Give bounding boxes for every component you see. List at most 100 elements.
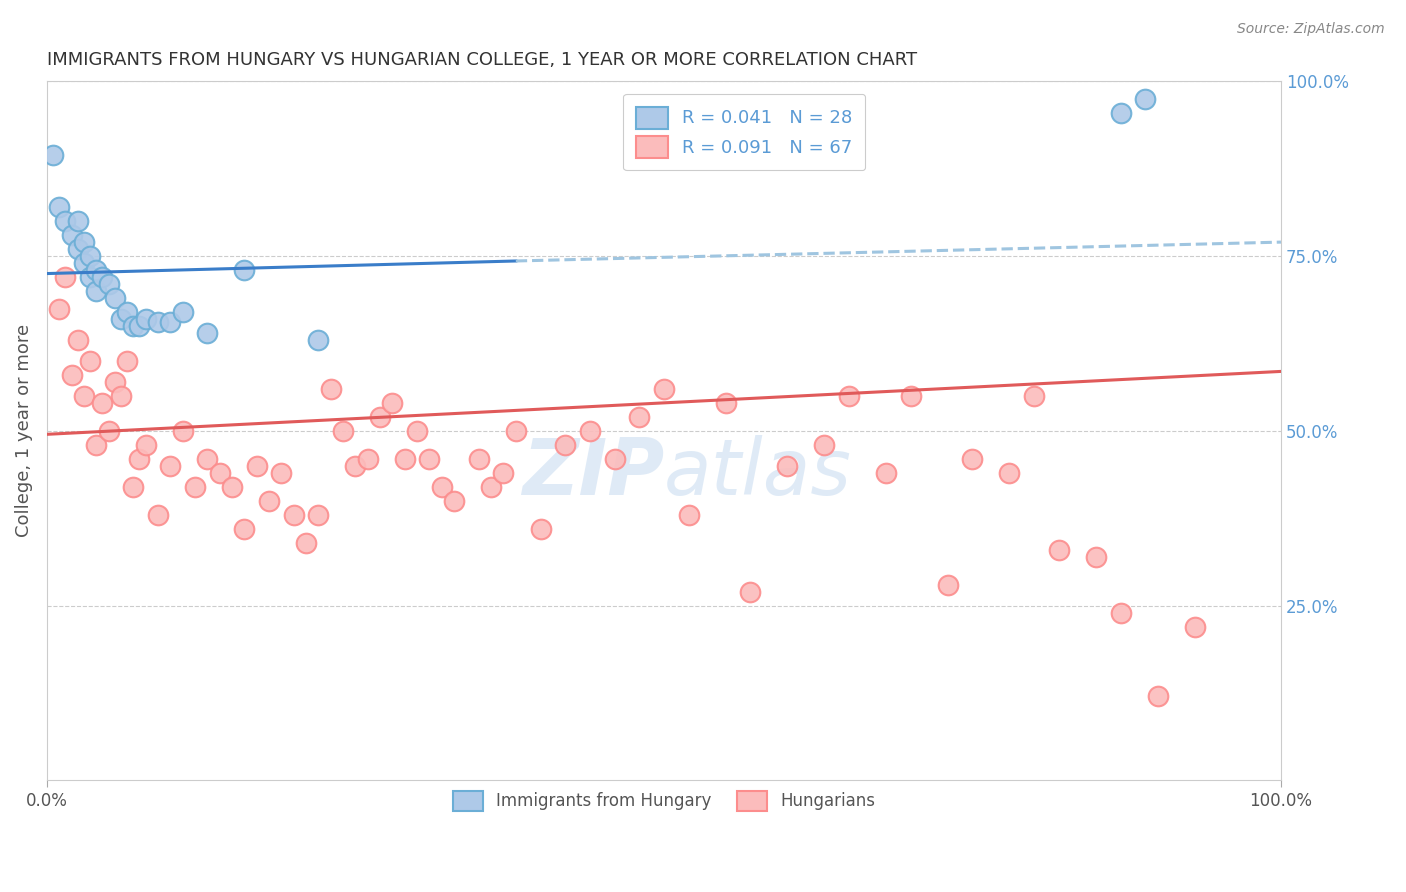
Point bbox=[270, 466, 292, 480]
Point bbox=[97, 424, 120, 438]
Point bbox=[79, 249, 101, 263]
Point bbox=[406, 424, 429, 438]
Point bbox=[66, 214, 89, 228]
Point bbox=[110, 389, 132, 403]
Point bbox=[776, 458, 799, 473]
Point bbox=[221, 480, 243, 494]
Point bbox=[900, 389, 922, 403]
Point bbox=[813, 438, 835, 452]
Point bbox=[233, 263, 256, 277]
Point bbox=[55, 270, 77, 285]
Point bbox=[1135, 92, 1157, 106]
Point bbox=[838, 389, 860, 403]
Point bbox=[122, 480, 145, 494]
Point bbox=[195, 326, 218, 340]
Point bbox=[368, 409, 391, 424]
Point bbox=[172, 424, 194, 438]
Point bbox=[652, 382, 675, 396]
Point bbox=[505, 424, 527, 438]
Point bbox=[246, 458, 269, 473]
Text: IMMIGRANTS FROM HUNGARY VS HUNGARIAN COLLEGE, 1 YEAR OR MORE CORRELATION CHART: IMMIGRANTS FROM HUNGARY VS HUNGARIAN COL… bbox=[46, 51, 917, 69]
Point bbox=[740, 584, 762, 599]
Point bbox=[344, 458, 367, 473]
Point bbox=[60, 368, 83, 382]
Text: atlas: atlas bbox=[664, 434, 852, 511]
Point bbox=[1184, 619, 1206, 633]
Point bbox=[678, 508, 700, 522]
Text: Source: ZipAtlas.com: Source: ZipAtlas.com bbox=[1237, 22, 1385, 37]
Point bbox=[962, 451, 984, 466]
Point bbox=[603, 451, 626, 466]
Point bbox=[208, 466, 231, 480]
Point bbox=[128, 451, 150, 466]
Point bbox=[73, 389, 96, 403]
Point bbox=[79, 270, 101, 285]
Point bbox=[159, 458, 181, 473]
Point bbox=[307, 333, 329, 347]
Point bbox=[146, 316, 169, 330]
Point bbox=[1109, 105, 1132, 120]
Point bbox=[184, 480, 207, 494]
Point bbox=[146, 508, 169, 522]
Point bbox=[128, 318, 150, 333]
Point bbox=[394, 451, 416, 466]
Point bbox=[418, 451, 440, 466]
Y-axis label: College, 1 year or more: College, 1 year or more bbox=[15, 325, 32, 537]
Point bbox=[66, 333, 89, 347]
Point bbox=[357, 451, 380, 466]
Point bbox=[319, 382, 342, 396]
Point bbox=[84, 284, 107, 298]
Point bbox=[381, 396, 404, 410]
Point bbox=[307, 508, 329, 522]
Point bbox=[60, 228, 83, 243]
Point bbox=[1024, 389, 1046, 403]
Point bbox=[714, 396, 737, 410]
Point bbox=[195, 451, 218, 466]
Point bbox=[936, 577, 959, 591]
Point bbox=[73, 235, 96, 249]
Point bbox=[48, 301, 70, 316]
Point bbox=[110, 312, 132, 326]
Point bbox=[42, 147, 65, 161]
Point bbox=[104, 375, 127, 389]
Point bbox=[48, 200, 70, 214]
Point bbox=[84, 263, 107, 277]
Point bbox=[998, 466, 1021, 480]
Point bbox=[443, 493, 465, 508]
Point bbox=[66, 242, 89, 256]
Point bbox=[104, 291, 127, 305]
Point bbox=[479, 480, 502, 494]
Legend: Immigrants from Hungary, Hungarians: Immigrants from Hungary, Hungarians bbox=[440, 778, 889, 824]
Point bbox=[579, 424, 602, 438]
Point bbox=[79, 354, 101, 368]
Point bbox=[283, 508, 305, 522]
Point bbox=[1084, 549, 1107, 564]
Point bbox=[875, 466, 897, 480]
Point bbox=[1146, 690, 1168, 704]
Point bbox=[115, 305, 138, 319]
Point bbox=[91, 396, 114, 410]
Point bbox=[1047, 542, 1070, 557]
Point bbox=[492, 466, 515, 480]
Point bbox=[257, 493, 280, 508]
Point bbox=[122, 318, 145, 333]
Point bbox=[55, 214, 77, 228]
Point bbox=[628, 409, 651, 424]
Point bbox=[115, 354, 138, 368]
Point bbox=[233, 522, 256, 536]
Point bbox=[554, 438, 576, 452]
Point bbox=[84, 438, 107, 452]
Point bbox=[295, 535, 318, 549]
Point bbox=[172, 305, 194, 319]
Point bbox=[97, 277, 120, 291]
Text: ZIP: ZIP bbox=[522, 434, 664, 511]
Point bbox=[430, 480, 453, 494]
Point bbox=[468, 451, 491, 466]
Point bbox=[91, 270, 114, 285]
Point bbox=[529, 522, 551, 536]
Point bbox=[1109, 606, 1132, 620]
Point bbox=[135, 438, 157, 452]
Point bbox=[332, 424, 354, 438]
Point bbox=[159, 316, 181, 330]
Point bbox=[135, 312, 157, 326]
